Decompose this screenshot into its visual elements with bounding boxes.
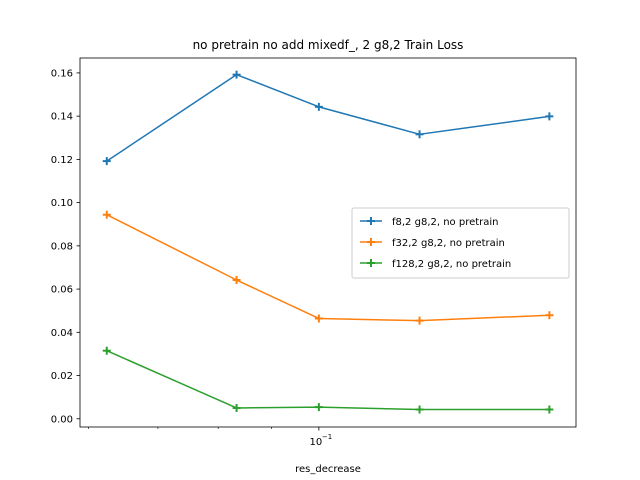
legend: f8,2 g8,2, no pretrain f32,2 g8,2, no pre… — [351, 207, 570, 279]
data-point — [232, 276, 241, 285]
data-point — [415, 130, 424, 139]
data-point — [232, 403, 241, 412]
y-tick-label: 0.12 — [51, 155, 73, 166]
y-tick-label: 0.04 — [51, 328, 73, 339]
y-tick-label: 0.02 — [51, 371, 73, 382]
legend-label: f8,2 g8,2, no pretrain — [392, 217, 499, 228]
y-tick-label: 0.06 — [51, 285, 73, 296]
x-tick-label: 10 — [309, 437, 322, 448]
legend-box — [351, 207, 570, 279]
axes-frame — [79, 57, 577, 428]
y-tick-label: 0.08 — [51, 241, 73, 252]
data-point — [545, 405, 554, 414]
plot-area: 0.00 0.02 0.04 0.06 0.08 0.10 0.12 0.14 0.16 10 −1 — [51, 68, 554, 448]
data-point — [314, 102, 323, 111]
y-tick-label: 0.10 — [51, 198, 73, 209]
data-point — [102, 346, 111, 355]
data-point — [415, 405, 424, 414]
legend-label: f128,2 g8,2, no pretrain — [392, 259, 511, 270]
legend-entry: f128,2 g8,2, no pretrain — [360, 259, 511, 270]
data-point — [545, 112, 554, 121]
chart-title: no pretrain no add mixedf_, 2 g8,2 Train… — [193, 38, 464, 52]
legend-entry: f8,2 g8,2, no pretrain — [360, 217, 499, 228]
data-point — [232, 70, 241, 79]
data-point — [102, 210, 111, 219]
x-axis-label: res_decrease — [295, 464, 361, 475]
y-tick-label: 0.16 — [51, 68, 73, 79]
data-point — [415, 316, 424, 325]
legend-label: f32,2 g8,2, no pretrain — [392, 238, 505, 249]
data-point — [102, 157, 111, 166]
data-point — [314, 314, 323, 323]
data-point — [545, 311, 554, 320]
y-tick-label: 0.14 — [51, 112, 73, 123]
y-tick-label: 0.00 — [51, 414, 73, 425]
legend-entry: f32,2 g8,2, no pretrain — [360, 238, 505, 249]
x-tick-label-exponent: −1 — [322, 433, 332, 441]
data-point — [314, 403, 323, 412]
